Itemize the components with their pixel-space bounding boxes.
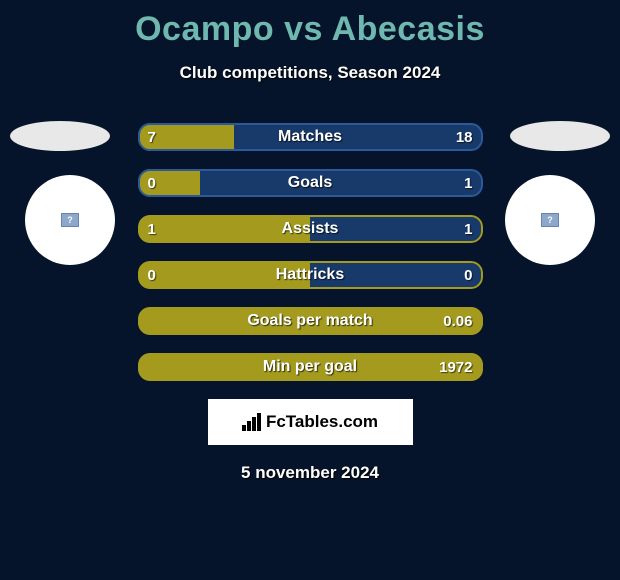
stats-comparison-chart: 718Matches 01Goals 11Assists 00Hattricks 0.0… [138,123,483,381]
page-title: Ocampo vs Abecasis [0,0,620,49]
placeholder-icon: ? [61,213,79,227]
report-date: 5 november 2024 [0,463,620,483]
player1-avatar [10,121,110,151]
stat-label: Goals [138,169,483,197]
fctables-icon [242,413,262,431]
stat-label: Hattricks [138,261,483,289]
stat-row: 0.06Goals per match [138,307,483,335]
player1-club-badge: ? [25,175,115,265]
stat-row: 01Goals [138,169,483,197]
stat-row: 00Hattricks [138,261,483,289]
player2-avatar [510,121,610,151]
stat-label: Min per goal [138,353,483,381]
subtitle: Club competitions, Season 2024 [0,63,620,83]
source-logo: FcTables.com [208,399,413,445]
stat-label: Goals per match [138,307,483,335]
stat-row: 1972Min per goal [138,353,483,381]
stat-label: Assists [138,215,483,243]
player2-club-badge: ? [505,175,595,265]
stat-label: Matches [138,123,483,151]
stat-row: 11Assists [138,215,483,243]
placeholder-icon: ? [541,213,559,227]
stat-row: 718Matches [138,123,483,151]
source-logo-text: FcTables.com [266,412,378,432]
